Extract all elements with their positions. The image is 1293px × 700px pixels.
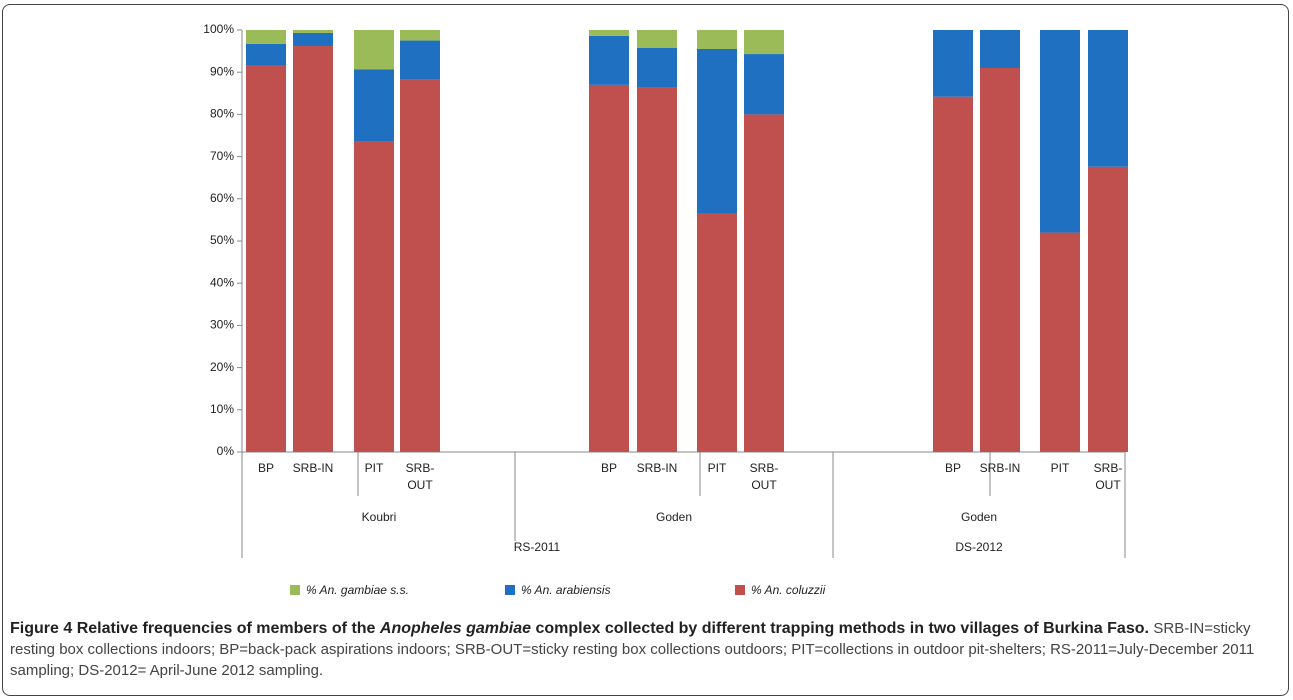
x-tick-label: SRB-OUT (1093, 461, 1123, 492)
bar-segment (354, 141, 394, 452)
bar-segment (697, 48, 737, 214)
x-tick-label: SRB-IN (636, 461, 678, 475)
caption-title: Anopheles gambiae (379, 620, 532, 637)
legend-swatch (290, 585, 300, 595)
bar-segment (400, 79, 440, 453)
x-tick-label: SRB-OUT (749, 461, 779, 492)
y-tick-label: 70% (210, 149, 234, 163)
bar-segment (933, 30, 973, 97)
figure-frame (2, 4, 1289, 696)
site-label: Koubri (362, 510, 397, 524)
bar-segment (1088, 30, 1128, 167)
y-tick-label: 80% (210, 107, 234, 121)
bar-segment (637, 30, 677, 48)
site-label: Goden (656, 510, 692, 524)
y-tick-label: 30% (210, 318, 234, 332)
y-tick-label: 60% (210, 191, 234, 205)
season-label: RS-2011 (514, 540, 561, 554)
bar-segment (400, 40, 440, 80)
bar-segment (1088, 166, 1128, 452)
bar-segment (400, 30, 440, 41)
bar-segment (589, 30, 629, 36)
caption-label: Figure 4 (10, 620, 73, 637)
bar-segment (589, 84, 629, 453)
bar-segment (697, 213, 737, 452)
x-tick-label: PIT (364, 461, 384, 475)
bar-segment (697, 30, 737, 49)
x-tick-label: PIT (1050, 461, 1070, 475)
bar-segment (589, 35, 629, 85)
y-tick-label: 0% (217, 444, 235, 458)
y-tick-label: 90% (210, 64, 234, 78)
x-tick-label: BP (944, 461, 961, 475)
caption: Figure 4 Relative frequencies of members… (10, 618, 1282, 681)
bar-segment (744, 30, 784, 55)
bar-segment (246, 43, 286, 66)
bar-segment (354, 69, 394, 142)
legend-label: % An. coluzzii (751, 583, 826, 597)
bar-segment (744, 54, 784, 115)
x-tick-label: BP (600, 461, 617, 475)
bar-segment (637, 47, 677, 88)
bar-segment (980, 67, 1020, 452)
bar-segment (933, 96, 973, 453)
bar-segment (980, 30, 1020, 68)
bar-segment (637, 87, 677, 453)
x-tick-label: SRB-IN (979, 461, 1021, 475)
legend-swatch (505, 585, 515, 595)
bar-segment (246, 65, 286, 453)
x-tick-label: SRB-OUT (405, 461, 435, 492)
legend-swatch (735, 585, 745, 595)
y-tick-label: 40% (210, 275, 234, 289)
bar-segment (293, 46, 333, 452)
y-tick-label: 20% (210, 360, 234, 374)
bar-segment (1040, 30, 1080, 233)
x-tick-label: BP (257, 461, 274, 475)
chart: 0% 10% 20% 30% 40% 50% 60% 70% 80% 90% 100% Koubri G… (203, 22, 1128, 597)
site-label: Goden (961, 510, 997, 524)
bar-segment (354, 30, 394, 70)
caption-title: complex collected by different trapping … (531, 620, 1149, 637)
bar-segment (744, 114, 784, 453)
caption-title: Relative frequencies of members of the (76, 620, 380, 637)
legend-label: % An. arabiensis (521, 583, 611, 597)
bar-segment (293, 32, 333, 47)
season-label: DS-2012 (955, 540, 1003, 554)
x-tick-label: SRB-IN (292, 461, 334, 475)
y-tick-label: 50% (210, 233, 234, 247)
y-tick-label: 10% (210, 402, 234, 416)
y-tick-label: 100% (203, 22, 234, 36)
x-tick-label: PIT (707, 461, 727, 475)
legend-label: % An. gambiae s.s. (306, 583, 409, 597)
bar-segment (1040, 232, 1080, 452)
bar-segment (293, 30, 333, 33)
caption-text: SRB-IN=sticky resting box collections in… (10, 620, 1255, 679)
bar-segment (246, 30, 286, 44)
